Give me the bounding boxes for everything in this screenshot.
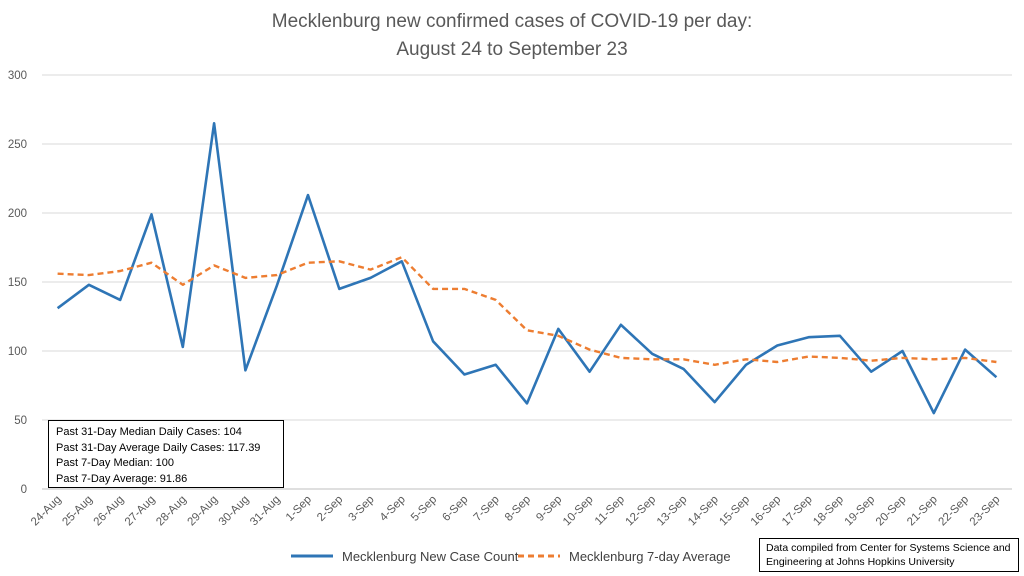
x-tick-label: 1-Sep (284, 494, 314, 524)
stat-31-day-average: Past 31-Day Average Daily Cases: 117.39 (56, 441, 261, 454)
legend-label-7-day-average: Mecklenburg 7-day Average (569, 549, 731, 564)
x-tick-label: 24-Aug (29, 494, 64, 529)
legend: Mecklenburg New Case Count Mecklenburg 7… (291, 549, 731, 564)
y-tick-label: 250 (8, 139, 27, 151)
source-line-1: Data compiled from Center for Systems Sc… (766, 542, 1011, 554)
x-tick-label: 20-Sep (874, 494, 909, 529)
x-tick-label: 11-Sep (593, 494, 627, 528)
y-tick-label: 0 (21, 484, 27, 496)
x-tick-label: 5-Sep (409, 494, 439, 524)
x-tick-label: 19-Sep (843, 494, 878, 529)
series-lines (56, 122, 998, 415)
x-tick-label: 8-Sep (503, 494, 533, 524)
x-tick-label: 6-Sep (440, 494, 470, 524)
x-tick-label: 3-Sep (346, 494, 376, 524)
x-tick-label: 27-Aug (123, 494, 158, 529)
x-tick-label: 30-Aug (217, 494, 252, 529)
series-line-new-case-count (56, 122, 998, 415)
y-tick-label: 100 (8, 346, 27, 358)
x-tick-label: 31-Aug (248, 494, 283, 529)
x-tick-label: 17-Sep (780, 494, 815, 529)
x-axis-tick-labels: 24-Aug25-Aug26-Aug27-Aug28-Aug29-Aug30-A… (29, 494, 1002, 529)
x-tick-label: 13-Sep (655, 494, 690, 529)
y-tick-label: 200 (8, 208, 27, 220)
x-tick-label: 15-Sep (717, 494, 752, 529)
x-tick-label: 7-Sep (472, 494, 502, 524)
series-line-7-day-average (57, 256, 997, 366)
y-tick-label: 50 (14, 415, 27, 427)
x-tick-label: 29-Aug (186, 494, 221, 529)
chart-title-line-2: August 24 to September 23 (396, 39, 627, 60)
x-tick-label: 21-Sep (905, 494, 940, 529)
x-tick-label: 12-Sep (624, 494, 659, 529)
x-tick-label: 25-Aug (60, 494, 95, 529)
y-tick-label: 150 (8, 277, 27, 289)
stat-31-day-median: Past 31-Day Median Daily Cases: 104 (56, 426, 242, 438)
x-tick-label: 9-Sep (534, 494, 564, 524)
x-tick-label: 26-Aug (92, 494, 127, 529)
y-axis-tick-labels: 0 50 100 150 200 250 300 (8, 70, 27, 496)
stat-7-day-average: Past 7-Day Average: 91.86 (56, 472, 188, 485)
legend-label-new-case-count: Mecklenburg New Case Count (342, 549, 519, 564)
x-tick-label: 18-Sep (811, 494, 846, 529)
x-tick-label: 14-Sep (686, 494, 721, 529)
x-tick-label: 10-Sep (561, 494, 596, 529)
x-tick-label: 4-Sep (378, 494, 408, 524)
chart-title-line-1: Mecklenburg new confirmed cases of COVID… (272, 11, 753, 32)
x-tick-label: 28-Aug (154, 494, 189, 529)
x-tick-label: 16-Sep (749, 494, 784, 529)
x-tick-label: 22-Sep (936, 494, 971, 529)
summary-stats-box: Past 31-Day Median Daily Cases: 104 Past… (48, 420, 284, 488)
data-source-note: Data compiled from Center for Systems Sc… (759, 538, 1019, 572)
x-tick-label: 23-Sep (968, 494, 1003, 529)
x-tick-label: 2-Sep (315, 494, 345, 524)
source-line-2: Engineering at Johns Hopkins University (766, 555, 955, 568)
stat-7-day-median: Past 7-Day Median: 100 (56, 457, 175, 470)
y-tick-label: 300 (8, 70, 27, 82)
